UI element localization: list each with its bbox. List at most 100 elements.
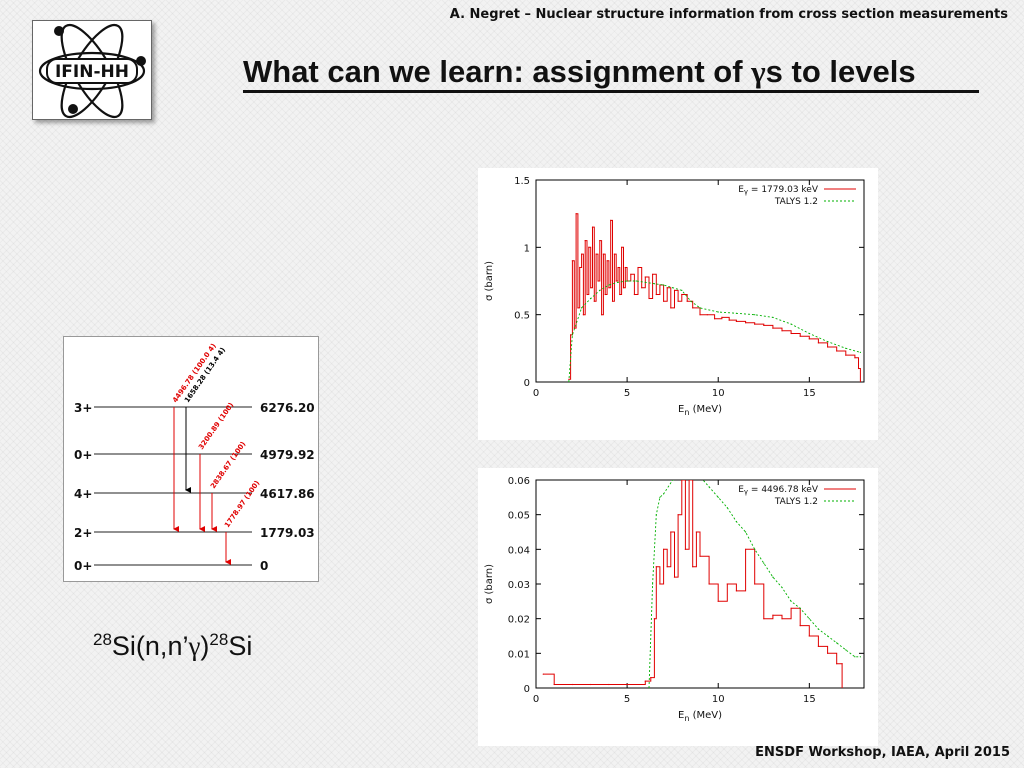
data-point <box>610 219 612 221</box>
data-point <box>699 307 701 309</box>
data-point <box>754 583 756 585</box>
data-point <box>827 652 829 654</box>
level-scheme: 3+ 6276.20 0+ 4979.92 4+ 4617.86 2+ 1779.03 0+ 0 … <box>63 336 319 582</box>
data-point <box>584 240 586 242</box>
level-energy: 1779.03 <box>260 526 315 540</box>
data-point <box>606 260 608 262</box>
data-point <box>735 320 737 322</box>
data-point <box>790 607 792 609</box>
data-point <box>586 293 588 296</box>
data-point <box>772 316 774 318</box>
legend-name-sub: γ <box>744 488 748 496</box>
data-point <box>650 677 652 679</box>
reaction-gamma: γ <box>188 631 201 661</box>
data-point <box>841 663 843 665</box>
ifin-hh-logo: IFIN-HH <box>32 20 152 120</box>
level-spin: 2+ <box>74 526 92 540</box>
series-line <box>543 480 843 688</box>
data-point <box>659 496 661 498</box>
y-tick-label: 0.02 <box>508 615 530 626</box>
data-point <box>717 496 719 498</box>
data-point <box>745 531 747 533</box>
x-tick-label: 10 <box>712 694 725 705</box>
y-tick-label: 0.03 <box>508 580 530 591</box>
level-energy: 6276.20 <box>260 401 315 415</box>
data-point <box>591 226 594 228</box>
data-point <box>684 548 686 550</box>
data-point <box>845 354 847 356</box>
data-point <box>599 240 601 242</box>
data-point <box>571 260 573 262</box>
chart-1779-kev: 0 5 10 15 0 0.5 1 1.5 En (MeV) σ (barn) Eγ = 1779.… <box>478 168 878 440</box>
data-point <box>652 273 654 275</box>
data-point <box>772 327 774 329</box>
data-point <box>726 583 728 585</box>
legend-label: TALYS 1.2 <box>774 497 818 507</box>
data-point <box>859 656 861 658</box>
data-point <box>817 342 819 344</box>
y-tick-label: 0.05 <box>508 511 530 522</box>
data-point <box>619 293 621 296</box>
data-point <box>692 566 694 568</box>
data-point <box>663 300 665 302</box>
x-axis-label-unit: (MeV) <box>689 404 722 415</box>
data-point <box>608 284 610 286</box>
x-axis-label: En (MeV) <box>678 710 722 723</box>
data-point <box>763 324 765 326</box>
data-point <box>653 618 655 620</box>
data-point <box>588 246 590 248</box>
reaction-close: ) <box>200 631 210 661</box>
data-point <box>799 607 801 609</box>
data-point <box>670 531 672 533</box>
data-point <box>808 618 810 620</box>
data-point <box>735 590 737 592</box>
data-point <box>663 548 665 550</box>
data-point <box>781 586 783 589</box>
y-tick-label: 1.5 <box>514 176 530 187</box>
data-point <box>854 656 856 658</box>
data-point <box>633 293 635 296</box>
data-point <box>717 311 719 313</box>
data-point <box>754 323 756 325</box>
page-title: What can we learn: assignment of γs to l… <box>243 54 979 93</box>
x-axis-label-unit: (MeV) <box>689 710 722 721</box>
data-point <box>708 583 710 585</box>
data-point <box>626 683 628 686</box>
data-point <box>699 476 700 477</box>
data-point <box>699 314 701 316</box>
data-point <box>666 566 668 568</box>
data-point <box>686 300 688 302</box>
data-point <box>542 673 544 675</box>
data-point <box>681 480 683 481</box>
data-point <box>772 576 774 578</box>
legend-name-rest: = 4496.78 keV <box>748 485 819 495</box>
y-tick-label: 0 <box>524 378 530 389</box>
data-point <box>652 583 654 585</box>
y-tick-label: 0 <box>524 684 530 695</box>
series-line <box>648 480 861 688</box>
logo-text: IFIN-HH <box>55 62 129 82</box>
data-point <box>626 280 628 282</box>
data-point <box>799 335 801 337</box>
data-point <box>597 280 599 282</box>
data-point <box>845 347 847 349</box>
transition-label: 1778.97 (100) <box>223 479 261 529</box>
data-point <box>735 312 737 314</box>
level-spin: 0+ <box>74 559 92 573</box>
data-point <box>827 635 829 637</box>
data-point <box>655 566 657 568</box>
data-point <box>763 562 765 564</box>
data-point <box>573 327 575 329</box>
data-point <box>553 683 555 686</box>
y-axis-label: σ (barn) <box>484 261 495 301</box>
data-point <box>859 351 861 353</box>
legend-label: Eγ = 4496.78 keV <box>738 485 819 496</box>
data-point <box>735 521 737 523</box>
data-point <box>590 683 592 686</box>
data-point <box>568 378 570 380</box>
data-point <box>608 683 610 686</box>
data-point <box>617 266 619 269</box>
title-suffix: s to levels <box>765 54 916 89</box>
data-point <box>630 273 632 275</box>
data-point <box>593 300 595 302</box>
